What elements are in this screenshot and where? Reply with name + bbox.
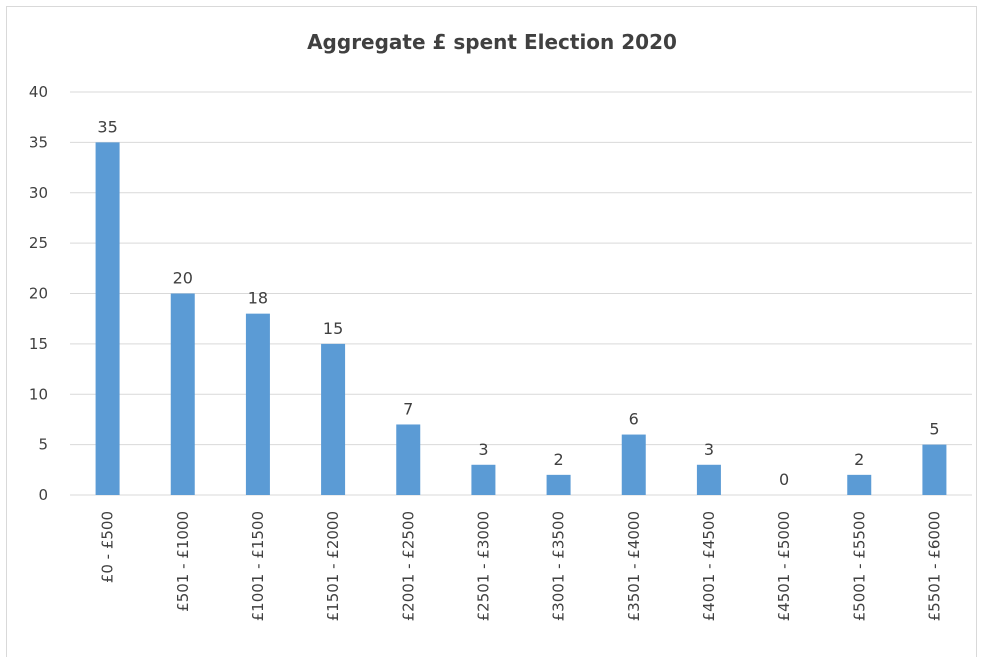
- data-label: 6: [629, 410, 639, 429]
- data-label: 5: [929, 420, 939, 439]
- y-tick-label: 15: [29, 335, 48, 353]
- x-axis-category-labels: £0 - £500 £501 - £1000 £1001 - £1500 £1501 …: [99, 511, 944, 621]
- y-tick-label: 40: [29, 83, 48, 101]
- x-category-label: £5001 - £5500: [850, 511, 868, 621]
- data-label: 2: [854, 450, 864, 469]
- y-axis-tick-labels: 0 5 10 15 20 25 30 35 40: [29, 83, 48, 504]
- data-label: 15: [323, 319, 343, 338]
- data-label: 3: [478, 440, 488, 459]
- x-category-label: £3501 - £4000: [625, 511, 643, 621]
- x-category-label: £2501 - £3000: [474, 511, 492, 621]
- data-label: 20: [173, 269, 193, 288]
- data-labels: 35 20 18 15 7 3 2 6 3 0 2 5: [97, 117, 939, 489]
- x-category-label: £0 - £500: [99, 511, 117, 583]
- data-label: 35: [97, 117, 117, 136]
- bar: [396, 424, 421, 495]
- bar: [546, 474, 571, 495]
- data-label: 2: [553, 450, 563, 469]
- x-category-label: £1501 - £2000: [324, 511, 342, 621]
- bar: [847, 474, 872, 495]
- y-tick-label: 35: [29, 133, 48, 151]
- gridlines: [70, 91, 972, 496]
- bars: [95, 142, 947, 495]
- data-label: 18: [248, 289, 268, 308]
- y-tick-label: 30: [29, 184, 48, 202]
- data-label: 7: [403, 399, 413, 418]
- data-label: 3: [704, 440, 714, 459]
- y-tick-label: 20: [29, 285, 48, 303]
- bar: [471, 464, 496, 495]
- data-label: 0: [779, 470, 789, 489]
- x-category-label: £4501 - £5000: [775, 511, 793, 621]
- x-category-label: £3001 - £3500: [550, 511, 568, 621]
- bar: [245, 313, 270, 495]
- chart-frame: [6, 6, 977, 657]
- chart-title: Aggregate £ spent Election 2020: [307, 30, 677, 54]
- bar: [621, 434, 646, 495]
- bar: [170, 293, 195, 495]
- y-tick-label: 25: [29, 234, 48, 252]
- bar: [696, 464, 721, 495]
- bar: [321, 343, 346, 495]
- bar: [922, 444, 947, 495]
- x-category-label: £1001 - £1500: [249, 511, 267, 621]
- x-category-label: £4001 - £4500: [700, 511, 718, 621]
- x-category-label: £2001 - £2500: [399, 511, 417, 621]
- y-tick-label: 0: [38, 486, 48, 504]
- x-category-label: £5501 - £6000: [925, 511, 943, 621]
- bar: [95, 142, 120, 495]
- x-category-label: £501 - £1000: [174, 511, 192, 612]
- y-tick-label: 5: [38, 436, 48, 454]
- y-tick-label: 10: [29, 385, 48, 403]
